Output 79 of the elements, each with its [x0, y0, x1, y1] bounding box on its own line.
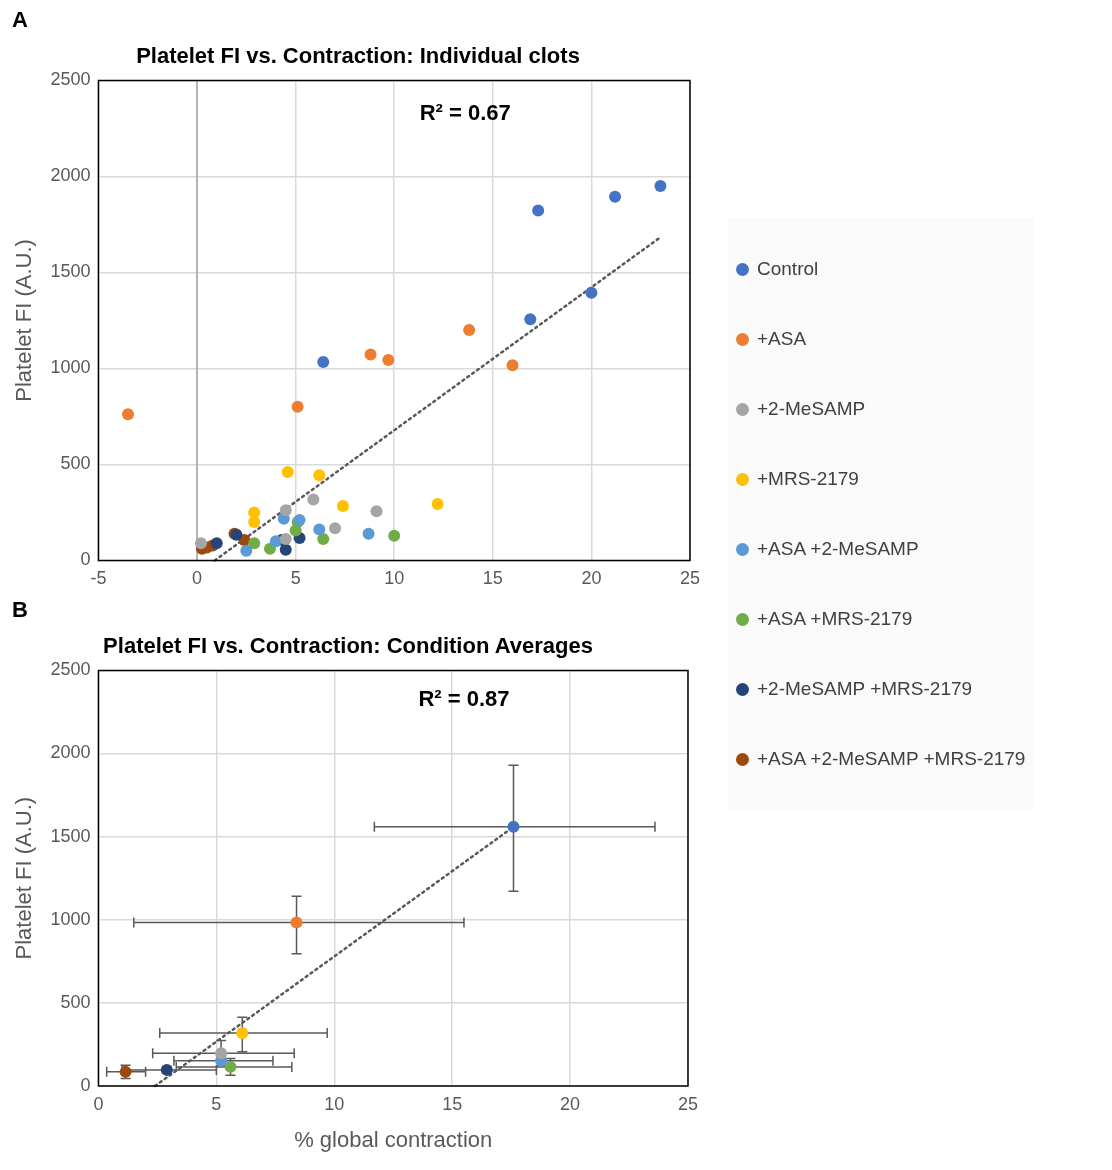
chart-title: Platelet FI vs. Contraction: Individual clots [136, 43, 580, 69]
point [210, 537, 223, 550]
point [281, 465, 294, 478]
x-tick-label: 10 [384, 568, 405, 589]
legend-label: +ASA +MRS-2179 [757, 608, 913, 630]
point [329, 522, 342, 535]
annotation: R² = 0.87 [418, 685, 510, 711]
point [291, 400, 304, 413]
x-tick-label: 20 [581, 568, 602, 589]
y-axis-title: Platelet FI (A.U.) [11, 239, 37, 402]
point [122, 408, 135, 421]
legend-label: +2-MeSAMP [757, 398, 866, 420]
point [248, 537, 261, 550]
point [317, 356, 330, 369]
point [336, 500, 349, 513]
x-tick-label: 15 [442, 1093, 463, 1114]
legend-label: +MRS-2179 [757, 468, 859, 490]
y-axis-title: Platelet FI (A.U.) [11, 796, 37, 960]
y-tick-label: 2500 [50, 659, 91, 680]
x-tick-label: 25 [679, 568, 700, 589]
text: B [12, 597, 28, 623]
point [364, 348, 377, 361]
x-tick-label: 20 [560, 1093, 581, 1114]
y-tick-label: 2000 [50, 165, 91, 186]
x-axis-title: % global contraction [294, 1126, 493, 1152]
point [248, 516, 261, 528]
point [313, 523, 326, 536]
point [507, 820, 520, 833]
point [382, 353, 395, 366]
legend-label: +ASA [757, 328, 807, 350]
point [388, 529, 401, 542]
point [370, 505, 383, 518]
y-tick-label: 1500 [50, 825, 91, 846]
point [463, 324, 476, 336]
x-tick-label: 0 [93, 1093, 104, 1114]
point [194, 537, 207, 550]
annotation: R² = 0.67 [419, 100, 511, 126]
point [279, 543, 292, 556]
point [362, 527, 375, 540]
point [240, 544, 253, 557]
x-tick-label: -5 [90, 568, 107, 589]
point [431, 497, 444, 510]
point [317, 533, 330, 546]
point [215, 1047, 228, 1060]
legend-label: +ASA +2-MeSAMP [757, 538, 919, 560]
point [290, 916, 303, 929]
y-tick-label: 1000 [50, 357, 91, 378]
x-tick-label: 15 [482, 568, 503, 589]
x-tick-label: 5 [211, 1093, 222, 1114]
point [524, 313, 537, 326]
x-tick-label: 25 [677, 1093, 699, 1114]
y-tick-label: 1000 [50, 908, 91, 929]
y-tick-label: 0 [80, 1074, 91, 1095]
chart-title: Platelet FI vs. Contraction: Condition Averages [103, 633, 593, 659]
x-tick-label: 5 [290, 568, 301, 589]
point [609, 190, 622, 203]
point [307, 493, 320, 506]
y-tick-label: 500 [60, 453, 91, 474]
legend-label: +2-MeSAMP +MRS-2179 [757, 678, 973, 700]
y-tick-label: 2500 [50, 69, 91, 90]
text: A [12, 7, 28, 33]
point [289, 524, 302, 537]
point [585, 286, 598, 299]
point [654, 180, 667, 192]
point [269, 535, 282, 548]
point [279, 504, 292, 517]
x-tick-label: 10 [324, 1093, 345, 1114]
y-tick-label: 0 [80, 549, 91, 570]
point [506, 359, 519, 372]
legend-label: +ASA +2-MeSAMP +MRS-2179 [757, 748, 1026, 770]
y-tick-label: 500 [60, 991, 91, 1012]
legend-label: Control [757, 258, 819, 280]
point [279, 533, 292, 546]
y-tick-label: 1500 [50, 261, 91, 282]
point [532, 204, 545, 217]
y-tick-label: 2000 [50, 742, 91, 763]
x-tick-label: 0 [192, 568, 203, 589]
point [236, 1026, 249, 1039]
point [313, 469, 326, 482]
